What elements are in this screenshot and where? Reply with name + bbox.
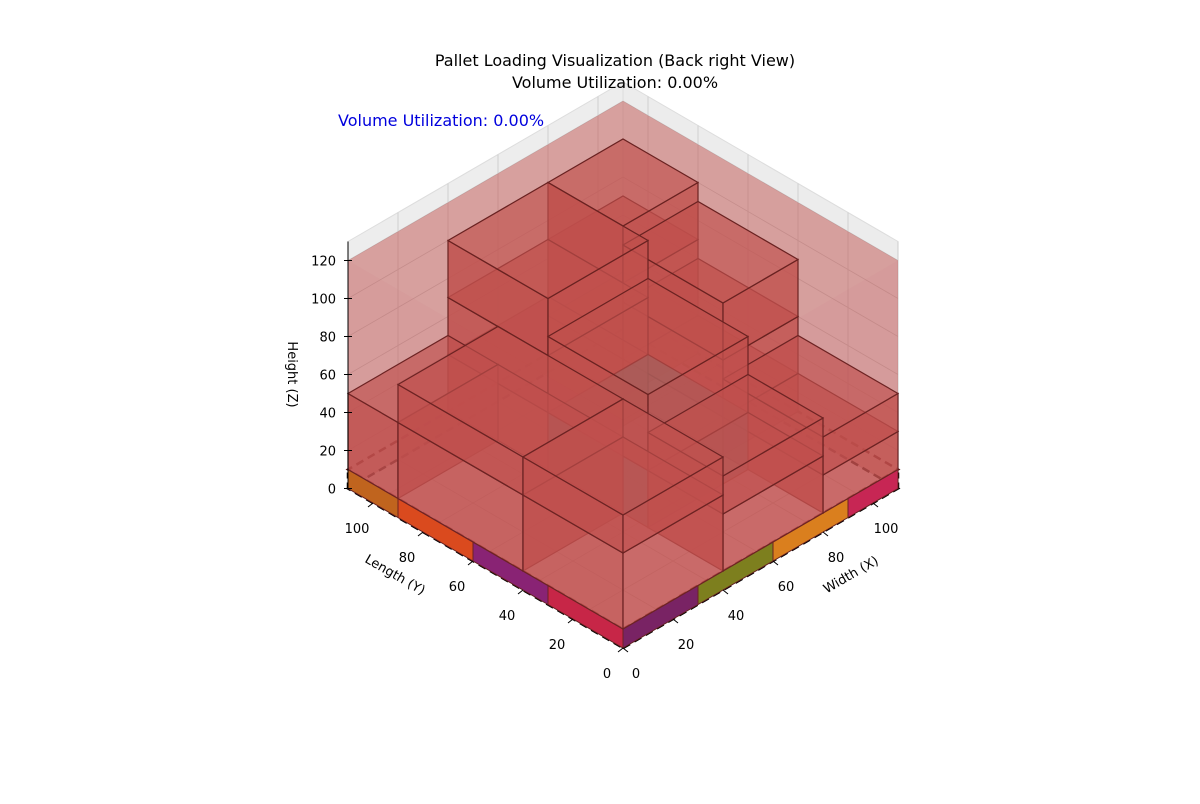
x-tick-mark [722, 589, 729, 595]
x-tick-mark [772, 560, 779, 566]
x-tick-label: 100 [874, 522, 899, 537]
y-tick-label: 60 [449, 580, 466, 595]
y-tick-mark [517, 589, 524, 595]
cargo-box-face-top [521, 398, 725, 516]
y-tick-mark [367, 502, 374, 508]
y-tick-label: 100 [345, 522, 370, 537]
pallet-front-face-x [623, 260, 898, 648]
x-tick-mark [822, 531, 829, 537]
y-tick-mark [567, 618, 574, 624]
x-tick-label: 0 [632, 667, 640, 682]
chart-title: Pallet Loading Visualization (Back right… [434, 51, 796, 70]
x-tick-mark [622, 647, 629, 653]
cargo-box-face-top [546, 277, 750, 396]
z-tick-label: 60 [319, 369, 336, 384]
x-tick-label: 80 [828, 551, 845, 566]
pallet-front-face-y [348, 260, 623, 648]
z-tick-label: 120 [311, 255, 336, 270]
y-tick-label: 80 [399, 551, 416, 566]
x-tick-mark [872, 502, 879, 508]
x-tick-mark [672, 618, 679, 624]
chart-subtitle: Volume Utilization: 0.00% [511, 73, 719, 92]
x-tick-label: 40 [728, 609, 745, 624]
y-tick-mark [617, 647, 624, 653]
cargo-box-face-top [621, 200, 800, 304]
z-axis-label: Height (Z) [284, 341, 299, 407]
y-tick-label: 40 [499, 609, 516, 624]
y-tick-label: 0 [603, 667, 611, 682]
grid-line-z-wall-y [347, 100, 624, 261]
y-axis-label: Length (Y) [362, 552, 428, 599]
grid-line-z-wall-x [622, 100, 899, 261]
z-tick-label: 80 [319, 331, 336, 346]
z-tick-label: 0 [328, 483, 336, 498]
y-tick-label: 20 [549, 638, 566, 653]
y-tick-mark [417, 531, 424, 537]
pallet-top-face [348, 101, 898, 420]
y-tick-mark [467, 560, 474, 566]
volume-utilization-annotation: Volume Utilization: 0.00% [338, 111, 545, 130]
z-tick-label: 40 [319, 407, 336, 422]
x-tick-label: 20 [678, 638, 695, 653]
z-tick-label: 100 [311, 293, 336, 308]
cargo-box-face-top [446, 181, 650, 300]
z-tick-label: 20 [319, 445, 336, 460]
x-tick-label: 60 [778, 580, 795, 595]
